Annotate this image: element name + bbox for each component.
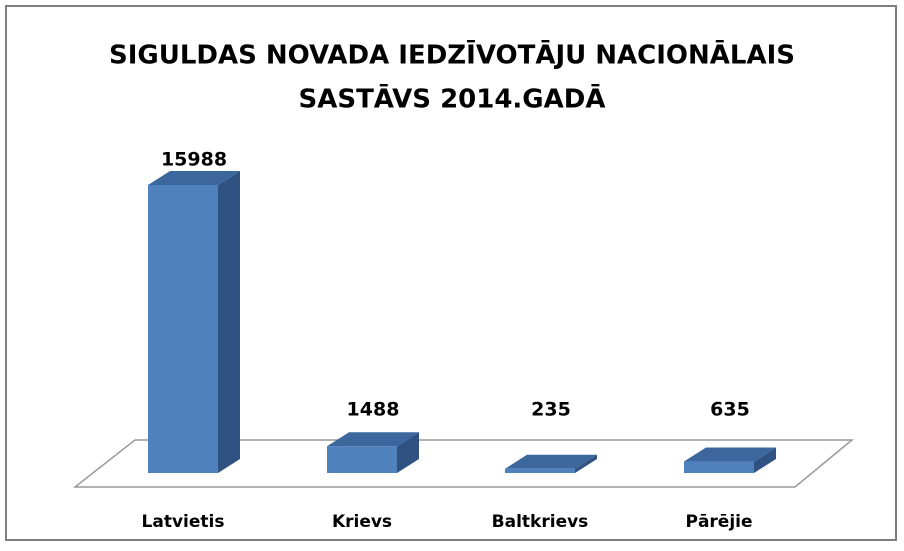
bar-top (505, 454, 597, 469)
bar (684, 461, 754, 473)
bar-side (397, 432, 419, 473)
chart-title: SASTĀVS 2014.GADĀ (299, 83, 606, 115)
bar-top (684, 447, 776, 462)
bar-top (148, 171, 240, 185)
floor (72, 439, 855, 488)
bar-side (754, 447, 776, 473)
bar-side (218, 171, 240, 473)
bar-side (575, 454, 597, 473)
x-tick-label: Latvietis (142, 512, 225, 532)
data-label: 235 (531, 399, 571, 421)
bar (505, 468, 575, 473)
bar (327, 446, 397, 473)
x-tick-label: Krievs (332, 512, 392, 532)
data-label: 15988 (161, 149, 227, 171)
chart-title: SIGULDAS NOVADA IEDZĪVOTĀJU NACIONĀLAIS (109, 39, 795, 71)
data-label: 1488 (347, 399, 400, 421)
data-label: 635 (710, 399, 750, 421)
bar-top (327, 432, 419, 447)
bar (148, 185, 218, 473)
x-tick-label: Pārējie (685, 512, 752, 532)
x-tick-label: Baltkrievs (492, 512, 589, 532)
